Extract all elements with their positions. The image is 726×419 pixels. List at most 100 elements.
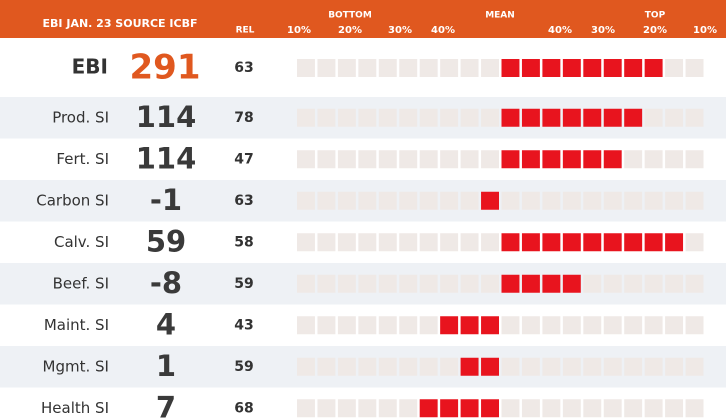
index-cell-filled: [603, 59, 622, 77]
index-cell: [685, 274, 704, 293]
index-cell-filled: [521, 108, 540, 127]
index-cell: [521, 399, 540, 418]
index-cell: [542, 316, 561, 335]
index-cell: [460, 274, 479, 293]
scale-label: 30%: [388, 25, 412, 36]
index-cell: [317, 399, 336, 418]
index-cell: [624, 150, 643, 169]
index-cell: [624, 316, 643, 335]
index-cell-filled: [521, 233, 540, 252]
index-cell: [644, 274, 663, 293]
index-cell: [358, 191, 377, 210]
index-cell: [317, 274, 336, 293]
index-cell: [337, 316, 356, 335]
scale-label: 20%: [338, 25, 362, 36]
index-cell: [583, 357, 602, 376]
index-cell-filled: [542, 233, 561, 252]
index-cell: [685, 233, 704, 252]
scale-label: 40%: [431, 25, 455, 36]
index-cell: [665, 399, 684, 418]
index-cell: [419, 108, 438, 127]
scale-label: 40%: [548, 25, 572, 36]
index-cell: [583, 399, 602, 418]
index-cell: [624, 357, 643, 376]
index-cell: [337, 233, 356, 252]
index-cell: [583, 316, 602, 335]
index-cell: [624, 191, 643, 210]
index-cell: [460, 191, 479, 210]
index-cell: [644, 150, 663, 169]
index-cell: [603, 274, 622, 293]
index-cell: [297, 316, 315, 335]
index-cell: [481, 150, 499, 169]
index-cell-filled: [501, 150, 520, 169]
index-cell: [685, 150, 704, 169]
index-cell: [419, 150, 438, 169]
scale-label: 10%: [287, 25, 311, 36]
index-cell-filled: [603, 150, 622, 169]
index-cell: [399, 59, 418, 77]
index-cell: [419, 233, 438, 252]
row-label: Maint. SI: [44, 316, 109, 334]
header-bottom: BOTTOM: [328, 11, 372, 21]
index-cell-filled: [481, 399, 499, 418]
index-cell: [685, 316, 704, 335]
row-rel: 47: [234, 151, 253, 167]
row-label: Prod. SI: [52, 108, 109, 126]
index-cell-filled: [583, 108, 602, 127]
index-cell: [297, 357, 315, 376]
header-bar: [0, 0, 726, 38]
index-cell: [378, 59, 397, 77]
index-cell: [399, 150, 418, 169]
index-cell-filled: [481, 357, 499, 376]
index-cell-filled: [644, 59, 663, 77]
row-rel: 63: [234, 193, 253, 209]
index-cell: [521, 191, 540, 210]
index-cell: [337, 191, 356, 210]
index-cell: [358, 357, 377, 376]
index-cell: [378, 233, 397, 252]
index-cell: [358, 59, 377, 77]
scale-label: 20%: [643, 25, 667, 36]
index-cell-filled: [644, 233, 663, 252]
index-cell-filled: [460, 357, 479, 376]
row-value: 114: [136, 141, 197, 175]
index-cell-filled: [583, 59, 602, 77]
index-cell: [378, 316, 397, 335]
index-cell: [542, 357, 561, 376]
index-cell: [337, 399, 356, 418]
index-cell-filled: [501, 59, 520, 77]
index-cell: [419, 191, 438, 210]
index-cell: [644, 399, 663, 418]
index-cell: [644, 108, 663, 127]
index-cell: [317, 108, 336, 127]
index-cell: [358, 150, 377, 169]
index-cell: [358, 274, 377, 293]
row-value: 1: [156, 349, 176, 383]
index-cell: [562, 316, 581, 335]
index-cell: [317, 316, 336, 335]
index-cell-filled: [562, 274, 581, 293]
index-cell: [440, 150, 459, 169]
index-cell-filled: [562, 59, 581, 77]
row-value: 4: [156, 307, 176, 341]
row-value: -8: [150, 266, 182, 300]
row-value: 7: [156, 390, 176, 419]
index-cell: [317, 191, 336, 210]
index-cell: [399, 274, 418, 293]
index-cell: [521, 357, 540, 376]
row-label: Mgmt. SI: [43, 357, 109, 375]
index-cell: [317, 150, 336, 169]
index-cell: [460, 59, 479, 77]
row-label: Carbon SI: [36, 191, 109, 209]
index-cell-filled: [481, 316, 499, 335]
index-cell: [337, 108, 356, 127]
index-cell: [685, 108, 704, 127]
index-cell: [440, 357, 459, 376]
index-cell: [501, 357, 520, 376]
index-cell: [603, 191, 622, 210]
index-cell: [297, 108, 315, 127]
index-cell: [644, 316, 663, 335]
index-cell: [603, 316, 622, 335]
